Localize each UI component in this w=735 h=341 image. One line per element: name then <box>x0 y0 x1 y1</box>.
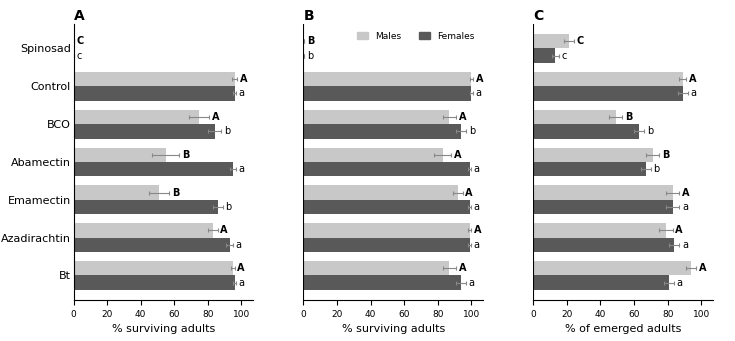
Text: a: a <box>476 89 481 99</box>
Bar <box>304 162 470 176</box>
Text: B: B <box>182 150 189 160</box>
Text: a: a <box>474 164 480 174</box>
Text: a: a <box>239 164 245 174</box>
Text: a: a <box>474 202 480 212</box>
Bar <box>534 86 683 101</box>
Text: a: a <box>469 278 475 288</box>
Text: A: A <box>465 188 473 198</box>
Text: a: a <box>474 240 480 250</box>
Text: A: A <box>474 225 481 235</box>
Text: A: A <box>220 225 228 235</box>
Bar <box>304 276 461 290</box>
Bar <box>534 200 673 214</box>
Text: C: C <box>77 36 84 46</box>
Text: A: A <box>459 112 466 122</box>
Bar <box>534 186 673 200</box>
Bar <box>534 34 569 48</box>
Bar <box>304 110 450 124</box>
Text: A: A <box>212 112 220 122</box>
Text: b: b <box>306 51 313 61</box>
Bar <box>74 200 218 214</box>
Bar <box>74 72 234 86</box>
Bar <box>534 223 666 238</box>
Text: B: B <box>304 9 314 23</box>
Bar <box>534 124 639 138</box>
Bar <box>74 124 215 138</box>
Bar <box>304 223 470 238</box>
Bar <box>304 238 470 252</box>
Text: b: b <box>647 126 653 136</box>
Text: B: B <box>625 112 632 122</box>
Bar <box>534 48 555 63</box>
Bar <box>74 162 233 176</box>
Bar <box>304 261 450 276</box>
Bar <box>304 148 442 162</box>
X-axis label: % surviving adults: % surviving adults <box>112 324 215 335</box>
Bar <box>304 124 461 138</box>
Text: B: B <box>662 150 669 160</box>
Bar <box>74 276 234 290</box>
Text: b: b <box>469 126 475 136</box>
Text: b: b <box>226 202 232 212</box>
Text: A: A <box>675 225 683 235</box>
Text: A: A <box>476 74 483 84</box>
Text: a: a <box>682 202 688 212</box>
Bar <box>534 276 670 290</box>
Text: a: a <box>235 240 242 250</box>
Text: B: B <box>306 36 314 46</box>
Bar <box>74 238 229 252</box>
Bar <box>74 110 199 124</box>
Text: A: A <box>240 74 247 84</box>
Legend: Males, Females: Males, Females <box>354 28 478 45</box>
Bar <box>304 186 458 200</box>
Bar <box>74 223 213 238</box>
Bar <box>534 72 683 86</box>
Text: A: A <box>237 263 245 273</box>
Bar <box>534 148 653 162</box>
Text: a: a <box>239 278 245 288</box>
Bar <box>534 261 691 276</box>
Bar <box>534 162 646 176</box>
Bar <box>74 148 166 162</box>
Bar <box>534 110 616 124</box>
Text: c: c <box>77 51 82 61</box>
Text: A: A <box>453 150 461 160</box>
Text: C: C <box>576 36 584 46</box>
Text: A: A <box>459 263 466 273</box>
Text: b: b <box>223 126 230 136</box>
Text: A: A <box>682 188 689 198</box>
Bar <box>304 72 471 86</box>
Text: a: a <box>677 278 683 288</box>
Bar <box>304 200 470 214</box>
X-axis label: % of emerged adults: % of emerged adults <box>565 324 681 335</box>
Text: A: A <box>689 74 696 84</box>
Bar <box>74 186 159 200</box>
Text: A: A <box>699 263 706 273</box>
Text: a: a <box>682 240 688 250</box>
Text: a: a <box>239 89 245 99</box>
Text: b: b <box>653 164 659 174</box>
Bar <box>74 261 233 276</box>
Text: A: A <box>74 9 85 23</box>
Text: c: c <box>561 51 567 61</box>
Bar <box>534 238 674 252</box>
X-axis label: % surviving adults: % surviving adults <box>342 324 445 335</box>
Bar <box>74 86 234 101</box>
Bar <box>304 86 471 101</box>
Text: B: B <box>172 188 179 198</box>
Text: C: C <box>534 9 544 23</box>
Text: a: a <box>690 89 696 99</box>
